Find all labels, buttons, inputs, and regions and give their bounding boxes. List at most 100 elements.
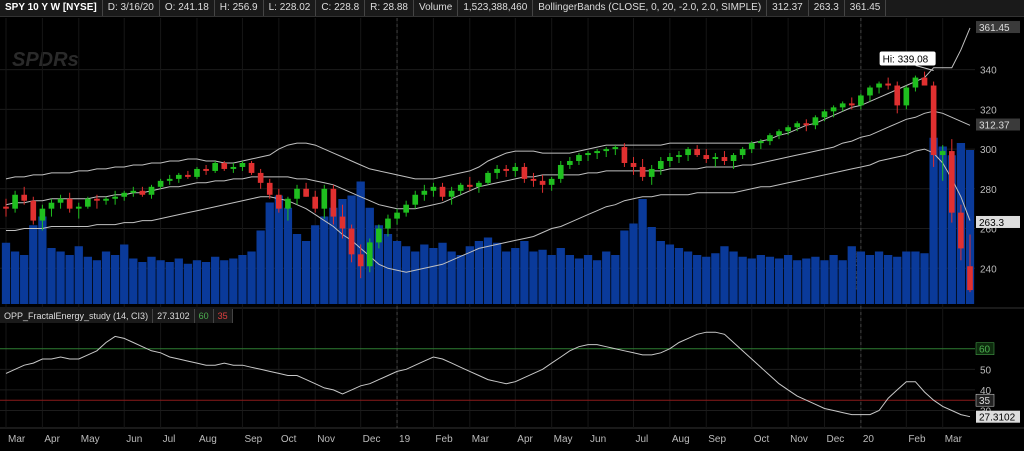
candle-body bbox=[694, 149, 700, 156]
volume-bar bbox=[38, 216, 47, 304]
price-tag-label: 312.37 bbox=[979, 121, 1010, 132]
study-tick-label: 50 bbox=[980, 365, 992, 376]
candle-body bbox=[567, 161, 573, 165]
hi-callout bbox=[879, 51, 936, 66]
candle-body bbox=[175, 174, 182, 179]
price-tag bbox=[976, 21, 1020, 34]
volume-bar bbox=[329, 207, 338, 304]
spdrs-watermark: SPDRs bbox=[12, 49, 79, 71]
price-tick-label: 280 bbox=[980, 185, 997, 196]
candle-body bbox=[930, 85, 937, 156]
candle-body bbox=[648, 168, 655, 177]
x-axis-label: May bbox=[554, 434, 573, 445]
candle-body bbox=[85, 198, 91, 207]
candle-body bbox=[421, 190, 428, 195]
volume-bar bbox=[292, 234, 302, 304]
x-axis-label: Apr bbox=[517, 434, 533, 445]
candle-body bbox=[748, 143, 755, 150]
volume-bar bbox=[92, 260, 102, 304]
volume-bar bbox=[20, 255, 29, 304]
volume-bar bbox=[583, 255, 593, 304]
volume-bar bbox=[110, 255, 120, 304]
x-axis-label: 19 bbox=[399, 434, 411, 445]
x-axis-label: Feb bbox=[435, 434, 453, 445]
volume-bar bbox=[411, 251, 420, 304]
x-axis-label: 20 bbox=[863, 434, 875, 445]
volume-bar bbox=[856, 251, 866, 304]
candle-body bbox=[858, 95, 864, 106]
candle-body bbox=[57, 198, 64, 203]
candle-body bbox=[466, 184, 473, 187]
candle-body bbox=[830, 107, 837, 112]
candle-body bbox=[503, 168, 510, 171]
study-label[interactable]: OPP_FractalEnergy_study (14, CI3) bbox=[0, 309, 154, 323]
fractal-energy-line bbox=[5, 331, 971, 418]
volume-bar bbox=[101, 251, 111, 304]
candle-body bbox=[294, 188, 300, 199]
volume-bar bbox=[338, 199, 347, 304]
volume-bar bbox=[529, 251, 538, 304]
candle-body bbox=[185, 174, 191, 177]
bollinger-lower-line bbox=[6, 148, 971, 273]
volume-bar bbox=[1, 242, 11, 304]
candle-body bbox=[148, 186, 155, 195]
x-axis-label: Nov bbox=[317, 434, 335, 445]
x-axis-label: Nov bbox=[790, 434, 808, 445]
candle-body bbox=[203, 168, 209, 171]
candle-body bbox=[612, 147, 619, 150]
bollinger-label[interactable]: BollingerBands (CLOSE, 0, 20, -2.0, 2.0,… bbox=[533, 0, 768, 16]
price-tag bbox=[976, 118, 1020, 131]
price-header: SPY 10 Y W [NYSE] D: 3/16/20 O: 241.18 H: 2… bbox=[0, 0, 1024, 17]
volume-bar bbox=[438, 242, 447, 304]
study-level-tag-label: 60 bbox=[979, 345, 991, 356]
candle-body bbox=[121, 192, 128, 197]
range-readout: R: 28.88 bbox=[365, 0, 414, 16]
candle-body bbox=[476, 182, 482, 187]
candle-body bbox=[539, 180, 546, 185]
volume-bar bbox=[620, 230, 629, 304]
volume-label[interactable]: Volume bbox=[414, 0, 459, 16]
price-tag-label: 361.45 bbox=[979, 23, 1010, 34]
candle-body bbox=[885, 83, 891, 86]
volume-bar bbox=[783, 255, 793, 304]
bb-lower-readout: 263.3 bbox=[809, 0, 845, 16]
volume-bar bbox=[402, 246, 411, 304]
candle-body bbox=[3, 206, 9, 209]
volume-bar bbox=[238, 255, 247, 304]
candle-body bbox=[457, 184, 464, 191]
candle-body bbox=[166, 178, 173, 181]
volume-bar bbox=[201, 262, 211, 304]
bollinger-upper-line bbox=[5, 27, 971, 180]
candle-body bbox=[812, 117, 819, 126]
candle-body bbox=[139, 190, 146, 195]
close-readout: C: 228.8 bbox=[316, 0, 366, 16]
x-axis-label: Dec bbox=[363, 434, 381, 445]
volume-bar bbox=[638, 199, 647, 304]
volume-bar bbox=[29, 225, 38, 304]
volume-bar bbox=[720, 246, 729, 304]
volume-bar bbox=[74, 246, 83, 304]
x-axis-label: Jul bbox=[636, 434, 649, 445]
high-readout: H: 256.9 bbox=[215, 0, 264, 16]
volume-bar bbox=[311, 225, 320, 304]
volume-bar bbox=[874, 251, 884, 304]
volume-bar bbox=[492, 242, 502, 304]
volume-bar bbox=[774, 258, 784, 304]
candle-body bbox=[576, 155, 582, 161]
volume-bar bbox=[729, 251, 738, 304]
volume-bar bbox=[902, 251, 911, 304]
candle-body bbox=[685, 149, 691, 156]
price-tick-label: 260 bbox=[980, 225, 997, 236]
x-axis-label: Oct bbox=[281, 434, 297, 445]
candle-body bbox=[75, 206, 82, 209]
candle-body bbox=[958, 212, 964, 249]
candle-body bbox=[767, 135, 773, 142]
volume-bar bbox=[83, 256, 92, 304]
volume-bar bbox=[920, 253, 929, 304]
low-readout: L: 228.02 bbox=[264, 0, 317, 16]
candle-body bbox=[657, 161, 664, 169]
volume-bar bbox=[838, 260, 847, 304]
study-value: 27.3102 bbox=[153, 309, 195, 323]
symbol-label[interactable]: SPY 10 Y W [NYSE] bbox=[0, 0, 103, 16]
